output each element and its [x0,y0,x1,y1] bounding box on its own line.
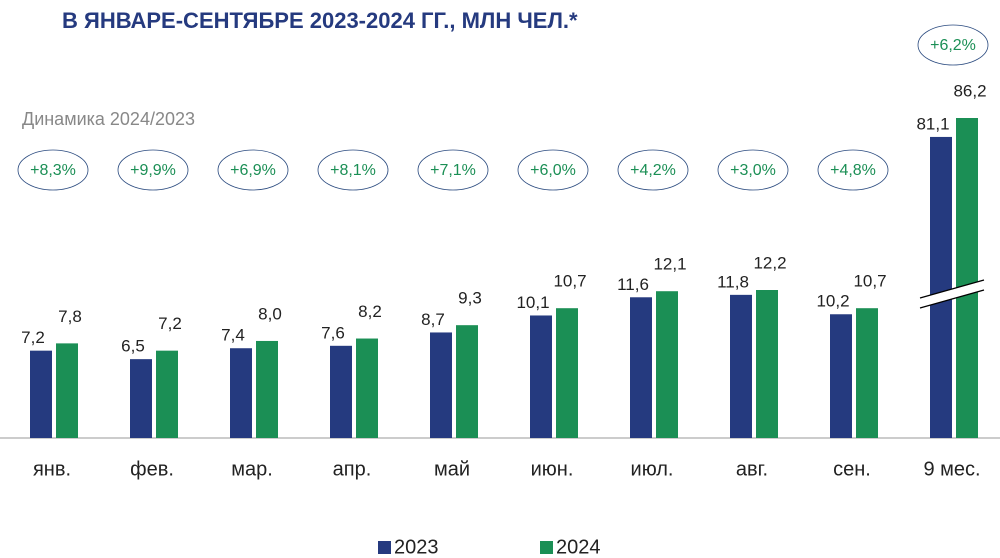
bar [956,118,978,438]
bar [356,338,378,438]
bar [456,325,478,438]
legend-swatch [378,541,391,554]
growth-label: +8,3% [30,162,76,179]
bar [656,291,678,438]
value-label: 10,2 [816,292,849,311]
chart-title: В ЯНВАРЕ-СЕНТЯБРЕ 2023-2024 ГГ., МЛН ЧЕЛ… [62,8,578,33]
bar [630,297,652,438]
growth-bubble [17,149,89,191]
bar [30,350,52,438]
growth-bubble [117,149,189,191]
growth-label: +7,1% [430,162,476,179]
bar [730,294,752,438]
axis-break [920,280,984,308]
x-tick-label: июл. [631,458,674,480]
x-tick-label: сен. [833,458,871,480]
subtitle: Динамика 2024/2023 [22,109,195,129]
value-label: 10,1 [516,293,549,312]
growth-bubble [617,149,689,191]
bar [830,314,852,438]
growth-label: +3,0% [730,162,776,179]
legend-swatch [540,541,553,554]
x-tick-label: апр. [333,458,372,480]
growth-label: +8,1% [330,162,376,179]
value-label: 86,2 [953,81,986,100]
growth-label: +9,9% [130,162,176,179]
growth-label: +4,8% [830,162,876,179]
value-label: 8,0 [258,304,282,323]
bar [256,340,278,438]
axis-break [919,279,985,299]
value-label: 7,6 [321,323,345,342]
bar [130,359,152,438]
value-label: 81,1 [916,114,949,133]
axis-break [919,289,985,309]
value-label: 8,7 [421,310,445,329]
bar [556,308,578,438]
bar [530,315,552,438]
growth-bubble [517,149,589,191]
growth-label: +6,9% [230,162,276,179]
value-label: 7,4 [221,326,245,345]
growth-bubble [717,149,789,191]
bar [856,308,878,438]
bar [230,348,252,438]
bar [756,290,778,438]
x-tick-label: май [434,458,470,480]
x-tick-label: авг. [736,458,768,480]
value-label: 7,8 [58,307,82,326]
value-label: 12,2 [753,253,786,272]
bar [930,136,952,438]
x-tick-label: янв. [33,458,71,480]
value-label: 7,2 [158,314,182,333]
x-tick-label: фев. [130,458,174,480]
value-label: 12,1 [653,255,686,274]
value-label: 11,8 [717,272,749,291]
growth-bubble [417,149,489,191]
growth-bubble [917,24,989,66]
value-label: 7,2 [21,328,45,347]
growth-label: +4,2% [630,162,676,179]
bar [156,350,178,438]
growth-bubble [817,149,889,191]
value-label: 10,7 [853,272,886,291]
bar [430,332,452,438]
growth-label: +6,0% [530,162,576,179]
growth-bubble [217,149,289,191]
value-label: 10,7 [553,272,586,291]
legend-label: 2023 [394,536,439,558]
value-label: 6,5 [121,337,145,356]
x-tick-label: июн. [531,458,574,480]
x-tick-label: мар. [231,458,273,480]
value-label: 11,6 [617,275,649,294]
bar [56,343,78,438]
value-label: 8,2 [358,302,382,321]
legend-label: 2024 [556,536,601,558]
growth-bubble [317,149,389,191]
growth-label: +6,2% [930,37,976,54]
bar [330,345,352,438]
x-tick-label: 9 мес. [923,458,980,480]
value-label: 9,3 [458,289,482,308]
